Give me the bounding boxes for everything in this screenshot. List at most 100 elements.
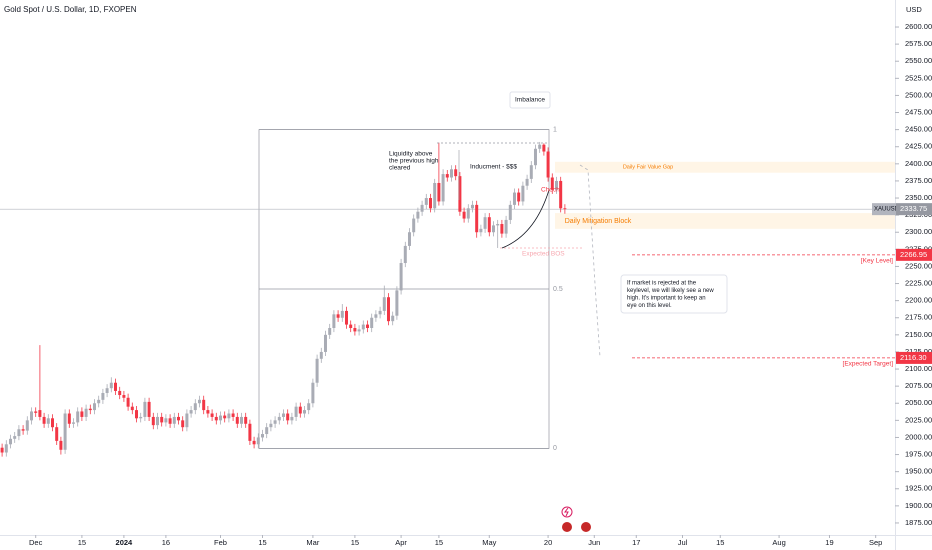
candle-body xyxy=(546,151,550,178)
candle-body xyxy=(462,211,466,219)
y-tick-label: 2150.00 xyxy=(905,330,932,339)
y-tick-label: 2375.00 xyxy=(905,176,932,185)
candle-body xyxy=(475,204,479,233)
candle-body xyxy=(92,403,96,411)
y-tick-label: 1900.00 xyxy=(905,501,932,510)
idea-box xyxy=(620,274,728,314)
x-tick-label: 15 xyxy=(716,538,724,547)
candle-body xyxy=(378,310,382,315)
candle-body xyxy=(445,174,449,178)
level-name: [Expected Target] xyxy=(843,361,894,368)
y-tick-label: 1875.00 xyxy=(905,518,932,527)
symbol-label: XAUUSD xyxy=(874,207,900,213)
candle-body xyxy=(479,228,483,233)
candle-body xyxy=(521,185,525,202)
candle-body xyxy=(76,411,80,423)
y-tick-label: 2000.00 xyxy=(905,432,932,441)
x-tick-label: Jun xyxy=(588,538,600,547)
event-icon xyxy=(564,507,569,517)
candle-body xyxy=(63,413,67,450)
y-tick-label: 2350.00 xyxy=(905,193,932,202)
candle-body xyxy=(319,351,323,359)
candle-body xyxy=(164,418,168,423)
candle-body xyxy=(214,416,218,421)
y-tick-label: 2500.00 xyxy=(905,90,932,99)
y-tick-label: 2550.00 xyxy=(905,56,932,65)
candle-body xyxy=(160,416,164,423)
liquidity-note: the previous high xyxy=(389,158,439,165)
candle-body xyxy=(563,208,567,210)
candle-body xyxy=(210,413,214,417)
candle-body xyxy=(491,225,495,233)
x-tick-label: 16 xyxy=(162,538,170,547)
candle-body xyxy=(13,436,17,439)
liquidity-note: cleared xyxy=(389,165,411,172)
candle-body xyxy=(357,329,361,332)
candle-body xyxy=(290,416,294,421)
candle-body xyxy=(336,314,340,318)
candle-body xyxy=(231,413,235,417)
y-tick-label: 2600.00 xyxy=(905,22,932,31)
candle-body xyxy=(206,410,210,414)
candle-body xyxy=(361,324,365,330)
event-icons xyxy=(561,506,591,532)
candle-body xyxy=(500,224,504,234)
level-price: 2266.95 xyxy=(900,250,927,259)
candle-body xyxy=(449,169,453,178)
imbalance-note: Imbalance xyxy=(515,97,545,104)
candle-body xyxy=(172,416,176,424)
candle-body xyxy=(273,420,277,424)
candle-body xyxy=(55,427,59,441)
level-price-box xyxy=(896,248,932,261)
candle-body xyxy=(109,382,113,389)
y-tick-label: 1975.00 xyxy=(905,450,932,459)
candle-body xyxy=(134,410,138,419)
candle-body xyxy=(71,422,75,424)
x-tick-label: May xyxy=(482,538,496,547)
x-tick-label: 15 xyxy=(258,538,266,547)
zone-label: Daily Mitigation Block xyxy=(565,218,632,225)
idea-note: If market is rejected at the xyxy=(627,281,697,287)
candle-body xyxy=(244,416,248,424)
candle-body xyxy=(21,429,25,431)
y-tick-label: 2025.00 xyxy=(905,415,932,424)
candle-body xyxy=(374,314,378,318)
x-tick-label: Sep xyxy=(869,538,882,547)
candle-body xyxy=(227,413,231,419)
level-price-box xyxy=(896,351,932,364)
x-tick-label: 15 xyxy=(435,538,443,547)
x-tick-label: Apr xyxy=(395,538,407,547)
candle-body xyxy=(403,245,407,264)
x-tick-label: 20 xyxy=(544,538,552,547)
price-box xyxy=(896,203,932,216)
candle-body xyxy=(118,390,122,396)
candle-body xyxy=(0,447,4,453)
fib-label: 0.5 xyxy=(553,286,563,293)
candle-body xyxy=(550,177,554,190)
candle-body xyxy=(538,144,542,149)
candle-body xyxy=(46,418,50,424)
candle-body xyxy=(487,217,491,233)
y-tick-label: 1925.00 xyxy=(905,484,932,493)
liquidity-note: Liquidity above xyxy=(389,151,433,158)
symbol-box xyxy=(872,203,896,216)
candle-body xyxy=(496,224,500,226)
candle-body xyxy=(382,297,386,311)
imbalance-box xyxy=(509,91,551,109)
choch-curve xyxy=(501,189,550,249)
y-tick-label: 2050.00 xyxy=(905,398,932,407)
inducement-note: Inducment - $$$ xyxy=(470,164,517,171)
y-tick-label: 2575.00 xyxy=(905,39,932,48)
level-name: [Key Level] xyxy=(861,258,893,265)
candle-body xyxy=(466,208,470,219)
candle-body xyxy=(185,413,189,428)
candle-body xyxy=(4,444,8,453)
candle-body xyxy=(512,192,516,205)
flag-icon xyxy=(581,522,591,532)
x-tick-label: 15 xyxy=(78,538,86,547)
candle-body xyxy=(42,416,46,424)
candle-body xyxy=(470,204,474,209)
y-tick-label: 2450.00 xyxy=(905,125,932,134)
candle-body xyxy=(181,420,185,428)
